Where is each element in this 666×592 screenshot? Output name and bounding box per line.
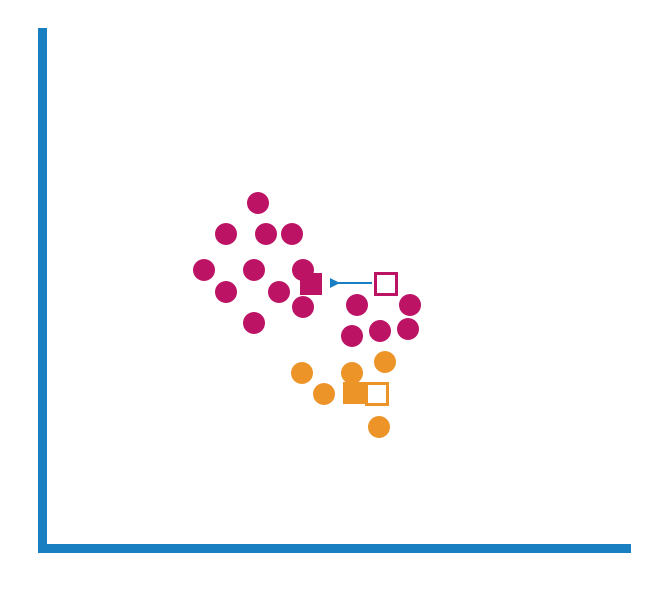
- cluster-b-centroid-filled: [343, 382, 365, 404]
- cluster-a-point: [341, 325, 363, 347]
- cluster-a-point: [193, 259, 215, 281]
- cluster-a-point: [369, 320, 391, 342]
- cluster-a-centroid-hollow: [374, 272, 398, 296]
- cluster-a-point: [397, 318, 419, 340]
- cluster-a-point: [215, 281, 237, 303]
- cluster-a-point: [292, 296, 314, 318]
- cluster-b-point: [368, 416, 390, 438]
- cluster-a-centroid-filled: [300, 273, 322, 295]
- cluster-a-point: [243, 259, 265, 281]
- cluster-b-centroid-hollow: [365, 382, 389, 406]
- cluster-b-point: [313, 383, 335, 405]
- y-axis: [38, 28, 47, 553]
- cluster-a-point: [281, 223, 303, 245]
- points-layer: [193, 192, 421, 438]
- centroids-layer: [300, 272, 398, 406]
- cluster-b-point: [291, 362, 313, 384]
- cluster-a-point: [346, 294, 368, 316]
- cluster-a-point: [255, 223, 277, 245]
- cluster-a-point: [243, 312, 265, 334]
- cluster-a-point: [247, 192, 269, 214]
- x-axis: [38, 544, 631, 553]
- cluster-a-point: [268, 281, 290, 303]
- cluster-b-point: [341, 362, 363, 384]
- cluster-a-point: [399, 294, 421, 316]
- cluster-b-point: [374, 351, 396, 373]
- cluster-a-point: [215, 223, 237, 245]
